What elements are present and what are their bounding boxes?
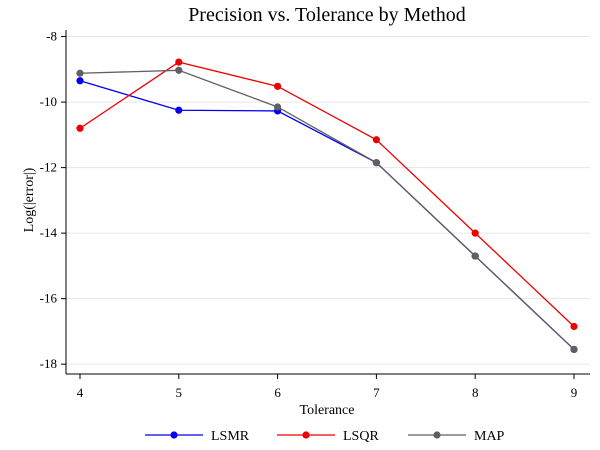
y-tick-label: -14: [40, 225, 58, 240]
series-line-map: [79, 69, 575, 350]
legend-label-lsqr: LSQR: [343, 429, 379, 444]
data-point-map: [274, 103, 282, 111]
data-point-map: [471, 252, 479, 260]
x-ticks: 4 5 6 7 8 9: [77, 374, 578, 400]
data-point-lsqr: [274, 82, 282, 90]
data-point-lsmr: [175, 106, 183, 114]
data-point-lsqr: [570, 322, 578, 331]
y-tick-label: -8: [46, 29, 57, 44]
x-tick-label: 8: [472, 385, 479, 400]
data-point-lsqr: [175, 58, 183, 66]
data-point-lsqr: [76, 124, 84, 132]
data-point-map: [76, 69, 84, 77]
data-point-lsqr: [471, 229, 479, 237]
x-tick-label: 7: [373, 385, 380, 400]
series-lines: [76, 58, 578, 354]
legend-swatch-marker: [170, 431, 178, 439]
data-point-lsmr: [76, 77, 84, 85]
data-point-map: [372, 159, 380, 167]
series-line-lsqr: [79, 61, 575, 327]
legend-label-lsmr: LSMR: [211, 429, 250, 444]
x-axis-label: Tolerance: [300, 403, 355, 418]
data-point-map: [175, 66, 183, 74]
legend-item-map: MAP: [408, 429, 505, 444]
data-point-map: [570, 345, 578, 354]
y-tick-label: -12: [40, 160, 57, 175]
y-tick-label: -18: [40, 356, 57, 371]
legend-swatch-marker: [433, 431, 441, 439]
chart-title: Precision vs. Tolerance by Method: [188, 4, 466, 26]
legend-swatch-marker: [302, 431, 310, 439]
x-tick-label: 9: [571, 385, 578, 400]
x-tick-label: 4: [77, 385, 84, 400]
series-lsqr: [76, 58, 578, 331]
series-map: [76, 66, 578, 354]
y-ticks: -8 -10 -12 -14 -16 -18: [40, 29, 66, 371]
y-tick-label: -16: [40, 291, 58, 306]
data-point-lsqr: [372, 136, 380, 144]
legend-label-map: MAP: [474, 429, 505, 444]
series-line-lsmr: [79, 80, 575, 350]
y-axis-label: Log(|error|): [22, 167, 37, 232]
legend-item-lsqr: LSQR: [277, 429, 379, 444]
series-lsmr: [76, 77, 578, 354]
y-tick-label: -10: [40, 94, 57, 109]
x-tick-label: 6: [274, 385, 281, 400]
legend-item-lsmr: LSMR: [145, 429, 250, 444]
x-tick-label: 5: [176, 385, 183, 400]
legend: LSMR LSQR MAP: [145, 429, 505, 444]
